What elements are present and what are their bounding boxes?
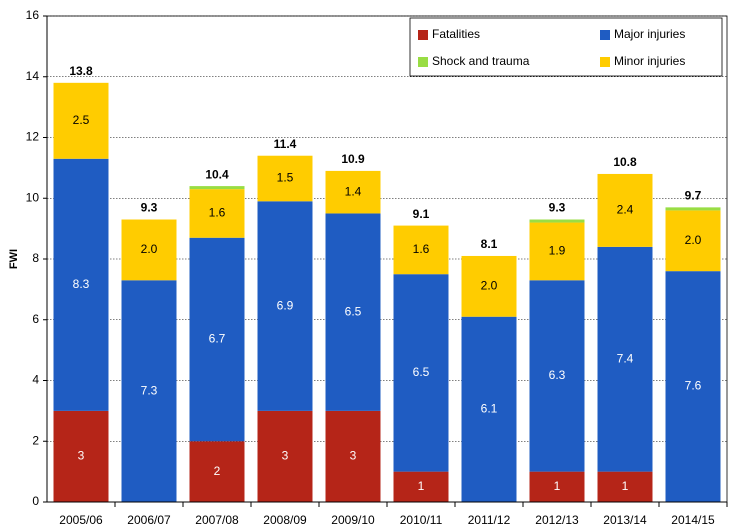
legend-label: Major injuries [614, 27, 685, 41]
total-label: 9.1 [413, 207, 430, 221]
bar-segment [393, 274, 449, 472]
x-tick-label: 2009/10 [331, 513, 375, 527]
y-tick-label: 16 [26, 8, 40, 22]
bar-segment [257, 410, 313, 502]
x-tick-label: 2013/14 [603, 513, 647, 527]
data-label: 3 [78, 449, 85, 463]
bar-segment [53, 410, 109, 502]
data-label: 2.0 [685, 233, 702, 247]
bar-segment [529, 471, 585, 502]
y-tick-label: 10 [26, 190, 40, 204]
total-label: 9.3 [549, 201, 566, 215]
data-label: 2.0 [141, 242, 158, 256]
data-label: 1 [622, 479, 629, 493]
x-tick-label: 2012/13 [535, 513, 579, 527]
bar-segment [325, 170, 381, 214]
data-label: 2.4 [617, 203, 634, 217]
legend-label: Minor injuries [614, 54, 685, 68]
total-label: 10.9 [341, 152, 365, 166]
bar-segment [325, 410, 381, 502]
data-label: 6.5 [413, 365, 430, 379]
bar-segment [325, 213, 381, 411]
y-tick-label: 8 [32, 251, 39, 265]
total-label: 9.7 [685, 189, 702, 203]
total-label: 8.1 [481, 237, 498, 251]
bar-segment [529, 280, 585, 472]
legend-swatch [600, 57, 610, 67]
total-label: 9.3 [141, 201, 158, 215]
bar-segment [121, 280, 177, 502]
data-label: 1.6 [413, 242, 430, 256]
y-tick-label: 4 [32, 373, 39, 387]
plot-border [46, 15, 728, 503]
data-label: 7.4 [617, 351, 634, 365]
data-label: 1.4 [345, 184, 362, 198]
total-label: 11.4 [274, 137, 297, 151]
data-label: 1.6 [209, 206, 226, 220]
bar-segment [189, 237, 245, 442]
bar-segment [393, 225, 449, 275]
x-tick-label: 2007/08 [195, 513, 239, 527]
data-label: 3 [282, 449, 289, 463]
x-tick-label: 2008/09 [263, 513, 307, 527]
data-label: 6.9 [277, 298, 294, 312]
bar-segment [665, 271, 721, 502]
bar-segment [597, 173, 653, 247]
total-label: 10.8 [613, 155, 637, 169]
data-label: 7.6 [685, 379, 702, 393]
data-label: 8.3 [73, 277, 90, 291]
bar-segment [665, 207, 721, 211]
data-label: 2 [214, 464, 221, 478]
data-label: 6.5 [345, 304, 362, 318]
y-tick-label: 6 [32, 312, 39, 326]
bar-segment [53, 82, 109, 159]
bar-segment [597, 246, 653, 472]
bar-segment [121, 219, 177, 281]
data-label: 6.3 [549, 368, 566, 382]
data-label: 7.3 [141, 383, 158, 397]
data-label: 6.1 [481, 402, 498, 416]
bar-segment [189, 189, 245, 238]
bar-segment [597, 471, 653, 502]
legend-label: Fatalities [432, 27, 480, 41]
data-label: 2.5 [73, 113, 90, 127]
bar-segment [393, 471, 449, 502]
total-label: 13.8 [69, 64, 93, 78]
x-tick-label: 2006/07 [127, 513, 171, 527]
bar-segment [257, 155, 313, 202]
data-label: 1 [418, 479, 425, 493]
x-tick-label: 2014/15 [671, 513, 715, 527]
legend-swatch [600, 30, 610, 40]
data-label: 1 [554, 479, 561, 493]
bar-segment [529, 222, 585, 281]
bar-segment [461, 255, 517, 317]
x-tick-label: 2010/11 [400, 513, 443, 527]
y-tick-label: 0 [32, 494, 39, 508]
data-label: 1.9 [549, 244, 566, 258]
legend-swatch [418, 30, 428, 40]
bar-segment [189, 186, 245, 190]
bar-segment [461, 316, 517, 502]
bar-segment [189, 441, 245, 502]
bar-segment [665, 210, 721, 272]
data-label: 1.5 [277, 171, 294, 185]
total-label: 10.4 [205, 167, 229, 181]
x-tick-label: 2011/12 [468, 513, 511, 527]
y-axis-label: FWI [8, 249, 20, 269]
bar-segment [257, 201, 313, 411]
x-tick-label: 2005/06 [59, 513, 103, 527]
bar-segment [53, 158, 109, 411]
y-tick-label: 2 [32, 433, 39, 447]
y-tick-label: 14 [26, 69, 40, 83]
y-tick-label: 12 [26, 130, 40, 144]
data-label: 2.0 [481, 279, 498, 293]
data-label: 6.7 [209, 332, 226, 346]
data-label: 3 [350, 449, 357, 463]
legend-box [409, 17, 723, 77]
legend-label: Shock and trauma [432, 54, 530, 68]
bar-segment [529, 219, 585, 223]
legend-swatch [418, 57, 428, 67]
